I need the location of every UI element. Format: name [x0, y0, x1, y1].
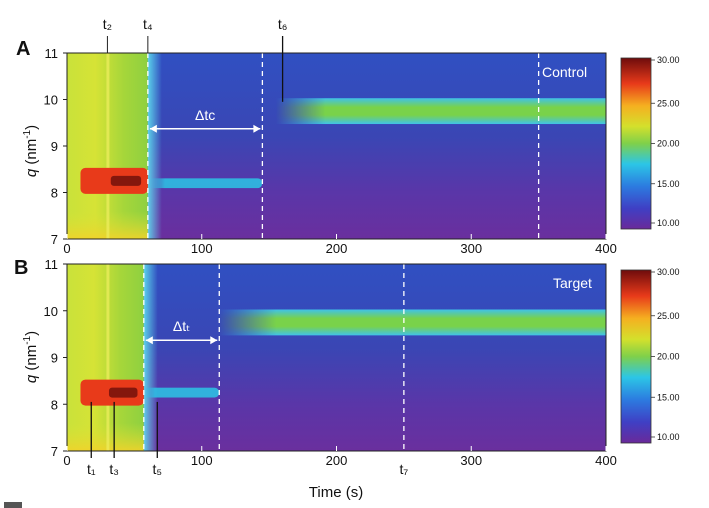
- y-axis-label-a: q (nm-1): [22, 125, 40, 177]
- y-tick-label: 9: [51, 351, 58, 366]
- phase-boundary-glow: [147, 53, 162, 239]
- vertical-stripe: [106, 53, 110, 239]
- x-tick-label: 300: [460, 453, 482, 468]
- y-tick-label: 11: [45, 257, 59, 272]
- interval-arrowhead-right: [210, 336, 218, 345]
- colorbar-tick-label: 10.00: [657, 218, 680, 228]
- panel-letter-b: B: [14, 257, 28, 279]
- final-phase-peak-mark: [217, 309, 607, 336]
- y-tick-label: 8: [51, 186, 58, 201]
- phase-boundary-glow: [143, 264, 158, 451]
- colorbar-tick-label: 25.00: [657, 98, 680, 108]
- x-tick-label: 300: [460, 241, 482, 256]
- y-tick-label: 10: [44, 304, 58, 319]
- vertical-stripe: [106, 264, 110, 451]
- colorbar-b: 30.00 25.00 20.00 15.00 10.00: [620, 267, 680, 444]
- inset-label-target: Target: [553, 275, 592, 291]
- y-tick-label: 7: [51, 232, 58, 247]
- interval-label: Δtᴄ: [195, 107, 215, 123]
- decorative-mark: [4, 502, 22, 508]
- inset-label-control: Control: [542, 64, 587, 80]
- x-tick-label: 400: [595, 453, 617, 468]
- x-axis-label: Time (s): [309, 484, 363, 501]
- transient-band-mark: [143, 387, 220, 398]
- x-tick-label: 100: [191, 453, 213, 468]
- time-marker-label: t₃: [109, 461, 119, 477]
- interval-arrowhead-right: [253, 124, 261, 133]
- initial-peak-core: [108, 387, 138, 398]
- colorbar-tick-label: 10.00: [657, 432, 680, 442]
- x-tick-label: 0: [63, 241, 70, 256]
- colorbar-tick-label: 20.00: [657, 352, 680, 362]
- interval-arrowhead-left: [145, 336, 153, 345]
- x-tick-label: 0: [63, 453, 70, 468]
- y-tick-label: 8: [51, 397, 58, 412]
- y-tick-label: 9: [51, 139, 58, 154]
- colorbar-tick-label: 30.00: [657, 267, 680, 277]
- colorbar-tick-label: 30.00: [657, 55, 680, 65]
- interval-label: Δtₜ: [173, 318, 190, 334]
- y-tick-label: 11: [45, 46, 59, 61]
- x-tick-label: 400: [595, 241, 617, 256]
- x-tick-label: 200: [326, 241, 348, 256]
- x-tick-label: 100: [191, 241, 213, 256]
- early-phase-low-q-glow: [67, 422, 144, 451]
- colorbar-tick-label: 15.00: [657, 179, 680, 189]
- time-marker-label: t₇: [400, 461, 409, 477]
- interval-arrowhead-left: [149, 124, 157, 133]
- final-phase-peak-mark: [275, 98, 606, 125]
- panel-a: Δtᴄ A Control t₂ t₄ t₆ 0 100 200 300 400 7 8 9 10 11…: [16, 16, 617, 256]
- y-axis-label-b: q (nm-1): [22, 331, 40, 383]
- panel-letter-a: A: [16, 38, 30, 60]
- initial-peak-core: [110, 175, 142, 186]
- time-marker-label: t₄: [143, 16, 153, 32]
- y-tick-label: 7: [51, 444, 58, 459]
- colorbar-tick-label: 20.00: [657, 139, 680, 149]
- colorbar-tick-label: 15.00: [657, 392, 680, 402]
- early-phase-zone: [67, 264, 144, 451]
- panel-b: Δtₜ B Target t₁ t₃ t₅ t₇ 0 100 200 300 400 7 8 9 10 1…: [14, 257, 617, 501]
- colorbar-a: 30.00 25.00 20.00 15.00 10.00: [620, 55, 680, 230]
- time-marker-label: t₅: [153, 461, 163, 477]
- time-marker-label: t₆: [278, 16, 288, 32]
- transient-band-mark: [147, 178, 263, 189]
- time-marker-label: t₂: [103, 16, 112, 32]
- time-marker-label: t₁: [87, 461, 96, 477]
- colorbar-tick-label: 25.00: [657, 311, 680, 321]
- y-tick-label: 10: [44, 93, 58, 108]
- x-tick-label: 200: [326, 453, 348, 468]
